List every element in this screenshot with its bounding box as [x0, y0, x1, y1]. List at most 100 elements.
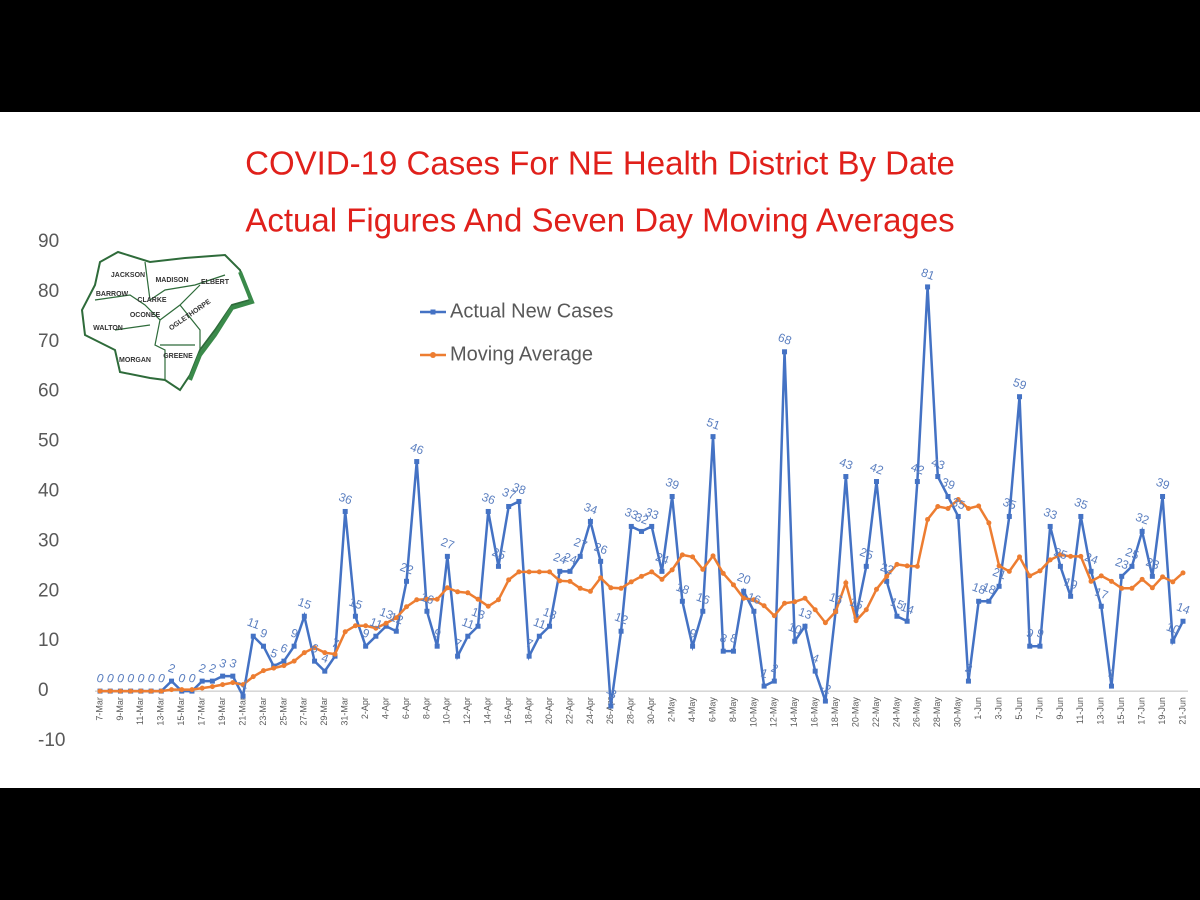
y-tick-label: -10 — [38, 730, 65, 751]
county-label: MORGAN — [119, 357, 151, 364]
point-marker — [485, 603, 491, 609]
data-label: 16 — [419, 590, 437, 608]
data-label: 7 — [330, 636, 341, 652]
point-marker — [352, 613, 358, 619]
point-marker — [281, 658, 287, 664]
x-tick-label: 23-Mar — [258, 697, 268, 726]
data-label: 2 — [197, 661, 208, 677]
point-marker — [424, 596, 430, 602]
point-marker — [209, 678, 215, 684]
data-label: 23 — [1113, 555, 1131, 573]
point-marker — [230, 673, 236, 679]
data-label: 51 — [705, 415, 723, 433]
x-tick-label: 7-Jun — [1034, 697, 1044, 720]
point-marker — [771, 613, 777, 619]
point-marker — [97, 688, 103, 694]
map-edge — [188, 271, 255, 381]
data-label: 3 — [217, 656, 228, 672]
data-label: 36 — [337, 490, 355, 508]
point-marker — [730, 582, 736, 588]
county-label: BARROW — [96, 291, 129, 298]
data-label: 9 — [289, 626, 300, 642]
y-tick-label: 0 — [38, 680, 49, 701]
legend-label: Actual New Cases — [450, 300, 613, 322]
point-marker — [485, 508, 491, 514]
point-marker — [904, 563, 910, 569]
point-marker — [547, 569, 553, 575]
point-marker — [873, 586, 879, 592]
point-marker — [1119, 573, 1125, 579]
point-marker — [945, 493, 951, 499]
point-marker — [220, 682, 226, 688]
x-tick-label: 7-Mar — [94, 697, 104, 721]
point-marker — [894, 561, 900, 567]
data-label: 16 — [694, 590, 712, 608]
point-marker — [577, 585, 583, 591]
point-marker — [1027, 573, 1033, 579]
point-marker — [240, 682, 246, 688]
point-marker — [955, 496, 961, 502]
point-marker — [250, 674, 256, 680]
data-label: 18 — [980, 580, 998, 598]
point-marker — [679, 552, 685, 558]
point-marker — [904, 618, 910, 624]
data-label: 36 — [480, 490, 498, 508]
data-label: 59 — [1011, 375, 1029, 393]
point-marker — [455, 589, 461, 595]
point-marker — [444, 553, 450, 559]
point-marker — [965, 678, 971, 684]
data-label: 42 — [909, 460, 927, 478]
data-label: 13 — [541, 605, 559, 623]
point-marker — [894, 613, 900, 619]
point-marker — [730, 648, 736, 654]
point-marker — [822, 698, 828, 704]
x-tick-label: 16-May — [810, 697, 820, 728]
x-tick-label: 9-Mar — [115, 697, 125, 721]
data-label: 2 — [166, 661, 177, 677]
data-label: 12 — [613, 610, 631, 628]
data-label: 25 — [858, 545, 876, 563]
x-tick-label: 22-Apr — [564, 697, 574, 724]
x-tick-label: 12-Apr — [462, 697, 472, 724]
point-marker — [843, 474, 849, 480]
data-label: 2 — [769, 661, 780, 677]
data-label: 35 — [950, 495, 968, 513]
data-label: 9 — [432, 626, 443, 642]
point-marker — [843, 580, 849, 586]
data-label: 35 — [1072, 495, 1090, 513]
x-tick-label: 22-May — [871, 697, 881, 728]
point-marker — [1017, 394, 1023, 400]
point-marker — [914, 563, 920, 569]
data-label: 1 — [759, 666, 770, 682]
point-marker — [976, 598, 982, 604]
data-label: 34 — [582, 500, 600, 518]
data-label: 4 — [810, 651, 821, 667]
point-marker — [690, 554, 696, 560]
point-marker — [925, 284, 931, 290]
x-tick-label: 21-Mar — [237, 697, 247, 726]
data-label: 11 — [531, 615, 548, 633]
point-marker — [1088, 578, 1094, 584]
y-tick-label: 60 — [38, 381, 59, 402]
point-marker — [414, 597, 420, 603]
point-marker — [312, 645, 318, 651]
data-label: 25 — [490, 545, 508, 563]
point-marker — [608, 585, 614, 591]
x-tick-label: 14-Apr — [483, 697, 493, 724]
point-marker — [955, 513, 961, 519]
point-marker — [1037, 643, 1043, 649]
county-label: ELBERT — [201, 279, 230, 286]
x-tick-label: 20-May — [850, 697, 860, 728]
data-label: 19 — [1062, 575, 1080, 593]
x-tick-label: 25-Mar — [278, 697, 288, 726]
data-label: 27 — [439, 535, 457, 553]
data-label: 8 — [728, 631, 739, 647]
point-marker — [332, 651, 338, 657]
point-marker — [628, 523, 634, 529]
point-marker — [659, 568, 665, 574]
data-label: 22 — [878, 560, 896, 578]
data-label: 39 — [664, 475, 682, 493]
data-label: 0 — [187, 671, 198, 687]
data-label: 5 — [268, 646, 279, 662]
data-label: 42 — [868, 460, 886, 478]
